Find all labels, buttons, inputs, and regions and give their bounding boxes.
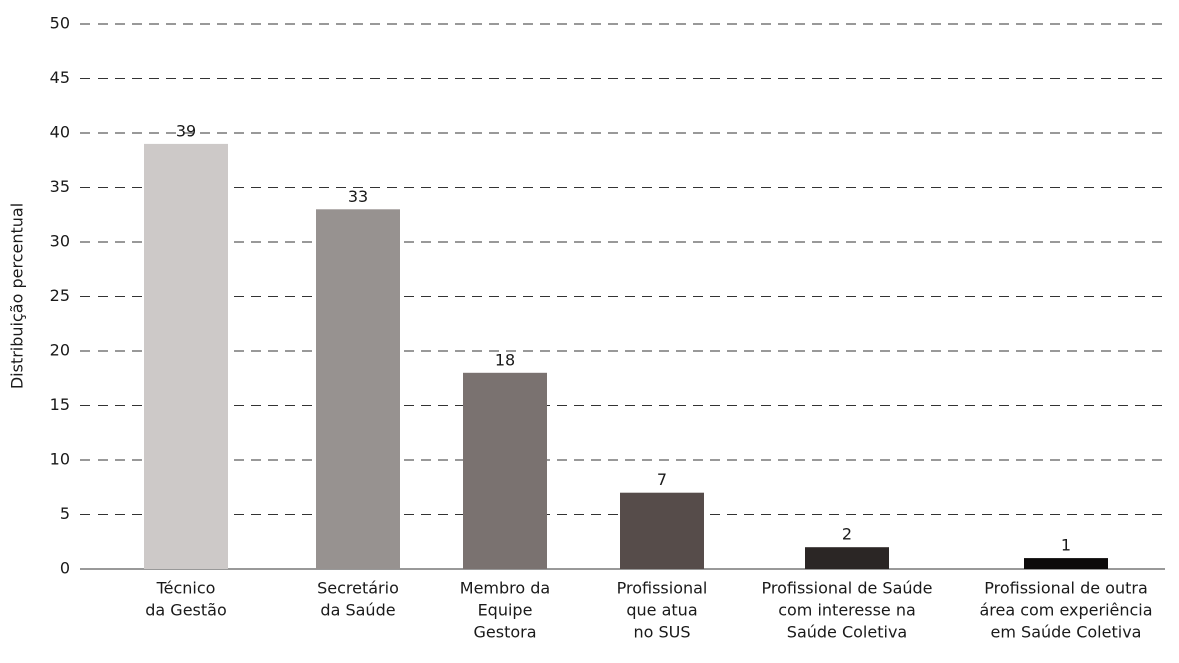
value-label: 18 (495, 350, 515, 369)
x-tick-label: área com experiência (979, 601, 1152, 620)
value-label: 2 (842, 525, 852, 544)
x-tick-label: da Saúde (320, 601, 395, 620)
bar (620, 492, 704, 569)
x-tick-label: Técnico (156, 579, 216, 598)
bar (463, 372, 547, 569)
x-tick-label: Membro da (460, 579, 550, 598)
y-tick-label: 35 (50, 177, 70, 196)
y-tick-label: 30 (50, 232, 70, 251)
x-tick-label: Gestora (473, 623, 536, 642)
x-tick-label: que atua (626, 601, 697, 620)
x-tick-label: Profissional de outra (984, 579, 1148, 598)
bar (805, 547, 889, 569)
y-tick-label: 40 (50, 123, 70, 142)
value-label: 1 (1061, 536, 1071, 555)
value-label: 7 (657, 470, 667, 489)
y-tick-label: 50 (50, 14, 70, 33)
x-tick-label: Profissional (617, 579, 708, 598)
y-tick-label: 20 (50, 341, 70, 360)
value-label: 33 (348, 187, 368, 206)
x-tick-label: Secretário (317, 579, 399, 598)
y-tick-label: 10 (50, 450, 70, 469)
x-tick-label: em Saúde Coletiva (991, 623, 1142, 642)
x-tick-label: Equipe (478, 601, 533, 620)
bar (144, 143, 228, 569)
y-tick-label: 5 (60, 504, 70, 523)
y-tick-label: 15 (50, 395, 70, 414)
bar (316, 209, 400, 570)
y-tick-label: 0 (60, 559, 70, 578)
x-tick-label: Saúde Coletiva (787, 623, 907, 642)
x-tick-label: com interesse na (778, 601, 916, 620)
y-axis-label: Distribuição percentual (8, 203, 27, 389)
x-tick-label: Profissional de Saúde (761, 579, 932, 598)
y-tick-label: 45 (50, 68, 70, 87)
value-label: 39 (176, 121, 196, 140)
x-tick-label: da Gestão (145, 601, 227, 620)
x-tick-label: no SUS (633, 623, 690, 642)
bar (1024, 558, 1108, 569)
y-tick-label: 25 (50, 286, 70, 305)
